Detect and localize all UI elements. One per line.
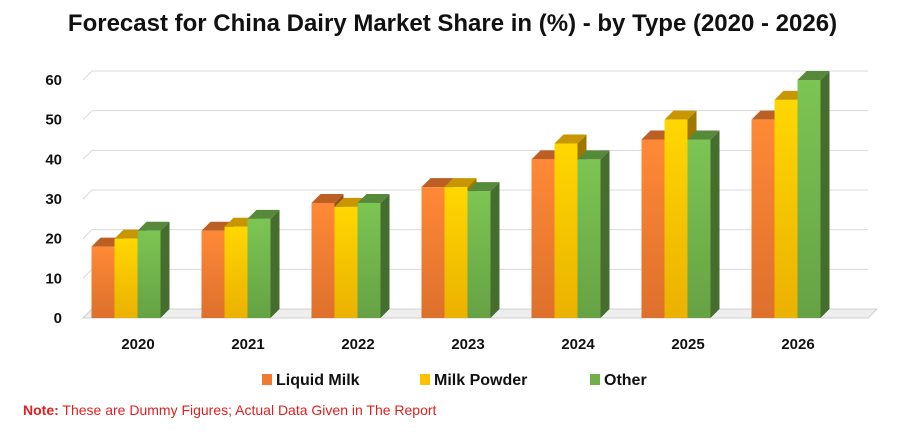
y-axis: 0 10 20 30 40 50 60	[45, 72, 62, 327]
x-tick-label: 2023	[451, 336, 484, 353]
bar-front	[797, 80, 821, 318]
bar-top	[664, 110, 697, 120]
x-tick-label: 2026	[781, 336, 814, 353]
gridline-depth	[82, 110, 93, 121]
bar-front	[137, 230, 161, 318]
bar-front	[751, 119, 775, 319]
bar-side	[490, 182, 500, 318]
bar-side	[600, 150, 610, 318]
legend-label: Liquid Milk	[276, 372, 360, 389]
bar-front	[641, 139, 665, 318]
bar-top	[247, 209, 280, 219]
bar-top	[467, 182, 500, 192]
bar-other-2022	[357, 193, 390, 318]
bar-front	[91, 246, 115, 318]
legend: Liquid Milk Milk Powder Other	[262, 372, 647, 389]
bar-front	[357, 202, 381, 318]
y-tick-label: 10	[45, 270, 62, 287]
legend-item-milk-powder: Milk Powder	[420, 372, 527, 389]
legend-swatch	[262, 374, 272, 385]
bar-front	[224, 226, 248, 318]
bar-top	[554, 134, 587, 144]
legend-swatch	[590, 374, 600, 385]
bar-front	[311, 202, 335, 318]
bar-top	[357, 193, 390, 203]
y-tick-label: 0	[54, 310, 62, 327]
legend-swatch	[420, 374, 430, 385]
bar-side	[820, 71, 830, 318]
bar-other-2020	[137, 221, 170, 318]
bar-top	[797, 71, 830, 80]
y-tick-label: 40	[45, 151, 62, 168]
bar-front	[467, 191, 491, 318]
chart-title: Forecast for China Dairy Market Share in…	[67, 10, 838, 37]
x-tick-label: 2025	[671, 336, 704, 353]
bar-front	[247, 218, 271, 318]
y-tick-label: 50	[45, 112, 62, 129]
gridline-depth	[82, 229, 93, 240]
bar-top	[421, 178, 454, 188]
bar-front	[687, 139, 711, 318]
x-tick-label: 2024	[561, 336, 595, 353]
legend-item-liquid-milk: Liquid Milk	[262, 372, 360, 389]
bar-top	[311, 193, 344, 203]
bar-front	[664, 119, 688, 319]
gridline-depth	[82, 268, 93, 279]
bar-front	[114, 238, 138, 318]
gridline-depth	[82, 70, 93, 81]
bar-other-2025	[687, 130, 720, 318]
x-tick-label: 2020	[121, 336, 154, 353]
bar-other-2021	[247, 209, 280, 318]
bar-front	[201, 230, 225, 318]
x-axis: 2020 2021 2022 2023 2024 2025 2026	[121, 336, 814, 353]
x-tick-label: 2021	[231, 336, 264, 353]
legend-label: Milk Powder	[434, 372, 527, 389]
bar-other-2026	[797, 71, 830, 318]
y-tick-label: 60	[45, 72, 62, 89]
bar-top	[577, 150, 610, 160]
bar-side	[270, 209, 280, 318]
gridline-depth	[82, 149, 93, 160]
bar-side	[380, 193, 390, 318]
bar-other-2023	[467, 182, 500, 318]
bar-front	[421, 187, 445, 318]
gridline-depth	[82, 189, 93, 200]
note-text: These are Dummy Figures; Actual Data Giv…	[58, 402, 437, 418]
bar-top	[137, 221, 170, 231]
bar-top	[444, 178, 477, 188]
bar-front	[334, 206, 358, 318]
bar-front	[531, 159, 555, 318]
bar-front	[774, 99, 798, 318]
y-tick-label: 20	[45, 231, 62, 248]
note: Note: These are Dummy Figures; Actual Da…	[23, 402, 436, 418]
bar-top	[687, 130, 720, 140]
legend-item-other: Other	[590, 372, 647, 389]
note-label: Note:	[23, 402, 59, 418]
bar-side	[710, 130, 720, 318]
x-tick-label: 2022	[341, 336, 374, 353]
bar-front	[444, 187, 468, 318]
bar-front	[577, 159, 601, 318]
bar-side	[160, 221, 170, 318]
bar-other-2024	[577, 150, 610, 318]
y-tick-label: 30	[45, 191, 62, 208]
bar-front	[554, 143, 578, 318]
bars	[91, 71, 830, 319]
legend-label: Other	[604, 372, 647, 389]
